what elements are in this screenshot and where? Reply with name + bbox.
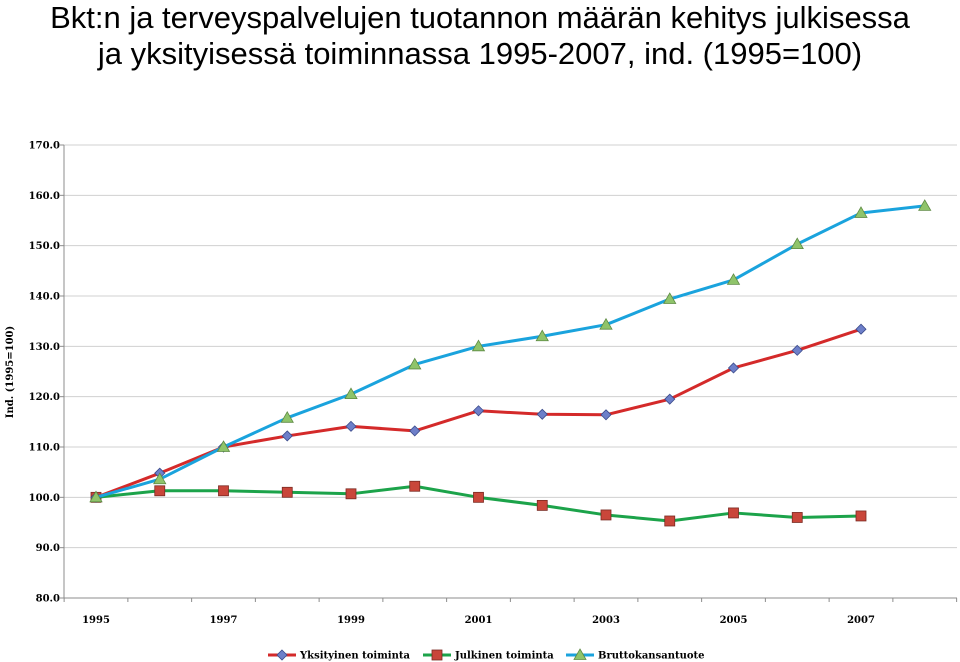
data-point — [727, 362, 740, 374]
x-tick-label: 2001 — [465, 615, 493, 626]
y-tick-labels: 80.0 90.0 100.0 110.0 120.0 130.0 140.0 150.0 16… — [29, 141, 60, 605]
data-point — [536, 408, 548, 420]
x-tick-label: 1997 — [210, 615, 238, 626]
legend-item: Bruttokansantuote — [566, 648, 705, 662]
data-point — [855, 510, 867, 522]
data-point — [536, 499, 548, 511]
legend-item: Julkinen toiminta — [423, 649, 554, 662]
y-tick-label: 170.0 — [29, 141, 60, 152]
data-point — [345, 488, 357, 500]
data-point — [409, 425, 421, 437]
legend-marker — [431, 649, 443, 661]
data-point — [281, 430, 293, 442]
data-point — [855, 323, 867, 335]
data-point — [599, 317, 613, 330]
series-julkinen-toiminta — [90, 480, 867, 527]
y-tick-label: 120.0 — [29, 392, 60, 403]
series-line — [95, 204, 925, 499]
x-tick-label: 2007 — [847, 615, 875, 626]
data-point — [663, 292, 677, 304]
data-point — [473, 491, 484, 503]
data-point — [216, 440, 231, 452]
data-point — [600, 509, 612, 521]
legend-label: Yksityinen toiminta — [299, 651, 410, 662]
data-point — [344, 387, 358, 400]
gridlines — [64, 144, 957, 549]
data-point — [472, 405, 485, 417]
x-tick-label: 2003 — [592, 615, 620, 626]
data-point — [790, 237, 804, 250]
y-tick-label: 150.0 — [29, 241, 60, 252]
series-line — [95, 484, 862, 523]
data-point — [791, 344, 803, 356]
y-axis-label: Ind. (1995=100) — [5, 326, 16, 418]
data-point — [854, 206, 868, 218]
chart-title-line-1: Bkt:n ja terveyspalvelujen tuotannon mää… — [50, 0, 910, 35]
y-tick-label: 110.0 — [29, 443, 60, 454]
data-point — [280, 411, 294, 423]
data-point — [154, 485, 166, 497]
series-bruttokansantuote — [89, 199, 932, 503]
data-point — [281, 486, 293, 498]
chart-title: Bkt:n ja terveyspalvelujen tuotannon mää… — [0, 0, 960, 72]
y-tick-label: 80.0 — [36, 594, 60, 605]
y-tick-label: 90.0 — [36, 543, 60, 554]
y-tick-label: 140.0 — [29, 292, 60, 303]
data-point — [791, 512, 803, 523]
data-point — [218, 485, 229, 497]
data-point — [471, 339, 486, 352]
x-tick-labels: 1995 1997 1999 2001 2003 2005 2007 — [82, 615, 875, 626]
legend-item: Yksityinen toiminta — [268, 649, 410, 662]
data-point — [409, 480, 421, 492]
data-point — [535, 329, 549, 342]
data-point — [664, 393, 676, 405]
legend-marker — [573, 648, 587, 660]
data-point — [600, 409, 612, 421]
data-point — [408, 357, 422, 370]
data-point — [664, 515, 676, 527]
axes — [60, 144, 958, 602]
chart-title-line-2: ja yksityisessä toiminnassa 1995-2007, i… — [97, 36, 863, 71]
data-point — [89, 490, 103, 503]
x-tick-label: 1995 — [82, 615, 110, 626]
legend-label: Julkinen toiminta — [454, 651, 554, 662]
data-point — [728, 507, 739, 519]
series-group — [89, 199, 932, 527]
data-point — [918, 199, 932, 211]
legend: Yksityinen toiminta Julkinen toiminta Brut… — [268, 648, 705, 662]
data-point — [345, 420, 357, 432]
legend-label: Bruttokansantuote — [598, 651, 705, 662]
y-tick-label: 160.0 — [29, 191, 60, 202]
data-point — [726, 273, 741, 285]
data-point — [153, 472, 167, 485]
x-tick-label: 1999 — [337, 615, 365, 626]
x-tick-label: 2005 — [720, 615, 748, 626]
y-tick-label: 100.0 — [29, 493, 60, 504]
y-tick-label: 130.0 — [29, 342, 60, 353]
legend-marker — [276, 649, 288, 661]
